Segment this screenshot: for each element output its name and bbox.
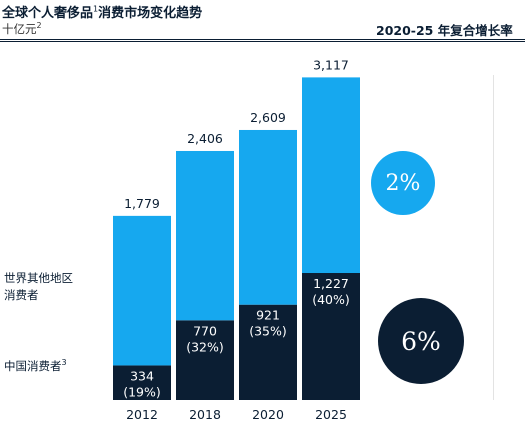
bar-total-label: 2,609: [250, 110, 286, 125]
china-share-label: (35%): [249, 324, 287, 339]
bar-segment-china: [239, 304, 297, 400]
china-value-label: 921: [256, 308, 280, 323]
china-share-label: (40%): [312, 292, 350, 307]
bar-segment-rest-of-world: [176, 150, 234, 321]
china-label: 中国消费者3: [4, 358, 67, 374]
cagr-china-value: 6%: [401, 326, 441, 356]
rest-of-world-label: 世界其他地区消费者: [4, 271, 73, 302]
china-share-label: (32%): [186, 339, 224, 354]
title-text: 全球个人奢侈品: [2, 6, 94, 21]
cagr-china-circle: 6%: [378, 298, 464, 384]
title-text-rest: 消费市场变化趋势: [98, 6, 203, 21]
china-label-text: 中国消费者: [4, 359, 62, 373]
cagr-rest-of-world-circle: 2%: [371, 151, 435, 215]
china-share-label: (19%): [123, 384, 161, 399]
header-rule-bottom: [0, 41, 525, 42]
x-tick-label: 2020: [252, 407, 284, 422]
china-value-label: 1,227: [313, 276, 349, 291]
header-rule-top: [0, 39, 525, 40]
cagr-rest-of-world-value: 2%: [385, 170, 421, 196]
china-value-label: 770: [193, 323, 217, 338]
china-footnote-mark: 3: [61, 358, 67, 368]
unit-footnote-mark: 2: [36, 21, 42, 31]
bar-total-label: 1,779: [124, 196, 160, 211]
x-tick-label: 2025: [315, 407, 347, 422]
chart-title: 全球个人奢侈品1消费市场变化趋势: [2, 2, 202, 21]
bar-segment-rest-of-world: [302, 77, 360, 274]
bar-segment-china: [302, 273, 360, 400]
bar-total-label: 3,117: [313, 57, 349, 72]
unit-label: 十亿元2: [2, 21, 42, 37]
x-tick-label: 2012: [126, 407, 158, 422]
title-footnote-mark: 1: [93, 4, 99, 14]
bar-segment-china: [113, 365, 171, 400]
bar-segment-rest-of-world: [113, 215, 171, 366]
bar-segment-china: [176, 320, 234, 400]
china-value-label: 334: [130, 368, 154, 383]
bar-total-label: 2,406: [187, 131, 223, 146]
unit-text: 十亿元: [2, 22, 37, 36]
bar-segment-rest-of-world: [239, 129, 297, 305]
x-tick-label: 2018: [189, 407, 221, 422]
vertical-separator: [493, 75, 494, 400]
cagr-heading: 2020-25 年复合增长率: [376, 23, 513, 38]
